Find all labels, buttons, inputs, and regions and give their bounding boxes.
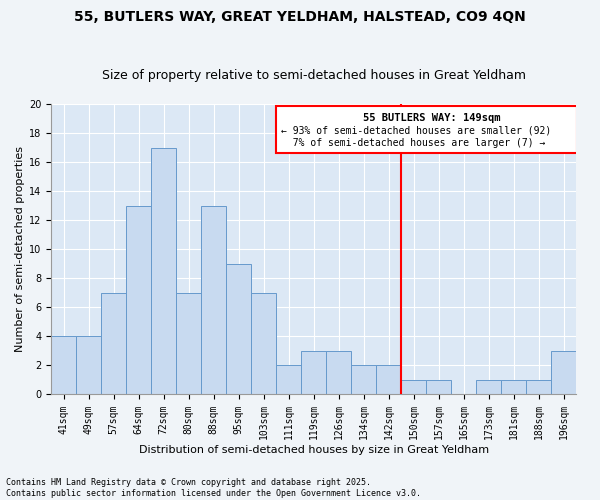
Text: 7% of semi-detached houses are larger (7) →: 7% of semi-detached houses are larger (7… bbox=[281, 138, 545, 148]
Bar bbox=[551, 351, 576, 395]
Bar bbox=[126, 206, 151, 394]
Bar bbox=[351, 366, 376, 394]
Y-axis label: Number of semi-detached properties: Number of semi-detached properties bbox=[15, 146, 25, 352]
Text: Contains HM Land Registry data © Crown copyright and database right 2025.
Contai: Contains HM Land Registry data © Crown c… bbox=[6, 478, 421, 498]
Bar bbox=[276, 366, 301, 394]
Bar bbox=[501, 380, 526, 394]
Bar bbox=[201, 206, 226, 394]
FancyBboxPatch shape bbox=[276, 106, 577, 152]
Bar bbox=[476, 380, 501, 394]
Bar bbox=[251, 293, 276, 394]
Bar bbox=[376, 366, 401, 394]
Bar bbox=[301, 351, 326, 395]
Bar bbox=[226, 264, 251, 394]
Bar bbox=[526, 380, 551, 394]
X-axis label: Distribution of semi-detached houses by size in Great Yeldham: Distribution of semi-detached houses by … bbox=[139, 445, 489, 455]
Title: Size of property relative to semi-detached houses in Great Yeldham: Size of property relative to semi-detach… bbox=[101, 69, 526, 82]
Bar bbox=[176, 293, 201, 394]
Bar bbox=[326, 351, 351, 395]
Bar bbox=[426, 380, 451, 394]
Bar bbox=[151, 148, 176, 394]
Bar bbox=[401, 380, 426, 394]
Text: 55, BUTLERS WAY, GREAT YELDHAM, HALSTEAD, CO9 4QN: 55, BUTLERS WAY, GREAT YELDHAM, HALSTEAD… bbox=[74, 10, 526, 24]
Bar bbox=[51, 336, 76, 394]
Bar bbox=[101, 293, 126, 394]
Text: 55 BUTLERS WAY: 149sqm: 55 BUTLERS WAY: 149sqm bbox=[363, 114, 500, 124]
Bar bbox=[76, 336, 101, 394]
Text: ← 93% of semi-detached houses are smaller (92): ← 93% of semi-detached houses are smalle… bbox=[281, 125, 551, 135]
